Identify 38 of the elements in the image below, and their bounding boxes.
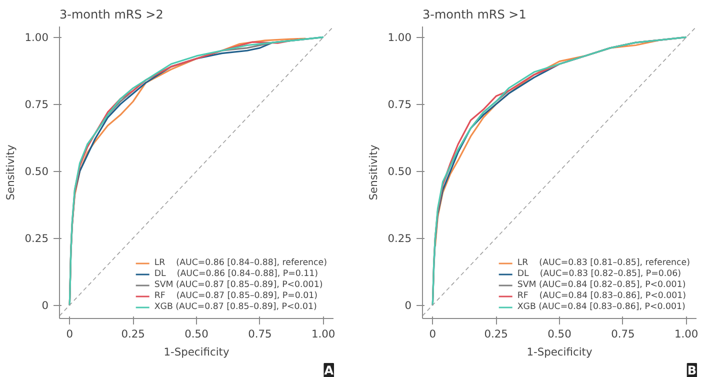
legend-label: DL (AUC=0.83 [0.82–0.85], P=0.06): [517, 269, 682, 279]
legend-label: SVM (AUC=0.87 [0.85–0.89], P<0.001): [154, 280, 323, 290]
y-tick-label: 0.75: [388, 98, 412, 112]
y-tick-label: 1.00: [388, 31, 412, 44]
x-tick-label: 0.75: [248, 328, 272, 340]
x-tick-label: 1.00: [311, 328, 336, 340]
y-tick-label: 0.50: [24, 165, 49, 178]
x-tick-label: 0.75: [611, 328, 635, 340]
legend-label: XGB (AUC=0.84 [0.83–0.86], P<0.001): [517, 302, 686, 312]
legend-label: DL (AUC=0.86 [0.84–0.88], P=0.11): [154, 269, 318, 279]
text: B: [687, 364, 697, 377]
y-tick-label: 0.25: [388, 232, 412, 246]
chart-title: 3-month mRS >1: [422, 8, 526, 22]
x-axis-title: 1-Specificity: [526, 346, 592, 358]
legend-label: XGB (AUC=0.87 [0.85–0.89], P<0.01): [154, 302, 317, 312]
legend-label: RF (AUC=0.87 [0.85–0.89], P=0.01): [154, 291, 318, 301]
legend-label: LR (AUC=0.83 [0.81–0.85], reference): [517, 258, 690, 268]
y-tick-label: 0.75: [24, 98, 49, 112]
x-tick-label: 0.50: [184, 328, 209, 340]
legend-label: LR (AUC=0.86 [0.84–0.88], reference): [154, 258, 327, 268]
legend-label: RF (AUC=0.84 [0.83–0.86], P<0.001): [517, 291, 686, 301]
chart-title: 3-month mRS >2: [60, 8, 164, 22]
y-axis-title: Sensitivity: [4, 144, 17, 200]
x-tick-label: 0.25: [121, 328, 145, 340]
y-tick-label: 0.50: [388, 165, 412, 178]
y-tick-label: 1.00: [24, 31, 49, 44]
y-tick-label: 0: [42, 299, 49, 312]
x-tick-label: 0: [429, 328, 436, 340]
y-tick-label: 0.25: [24, 232, 49, 246]
x-tick-label: 1.00: [674, 328, 698, 340]
x-axis-title: 1-Specificity: [164, 346, 230, 358]
y-axis-title: Sensitivity: [366, 144, 380, 200]
x-tick-label: 0: [66, 328, 74, 340]
legend-label: SVM (AUC=0.84 [0.82–0.85], P<0.001): [517, 280, 686, 290]
y-tick-label: 0: [404, 299, 412, 312]
text: A: [324, 364, 334, 377]
x-tick-label: 0.25: [484, 328, 508, 340]
x-tick-label: 0.50: [548, 328, 572, 340]
